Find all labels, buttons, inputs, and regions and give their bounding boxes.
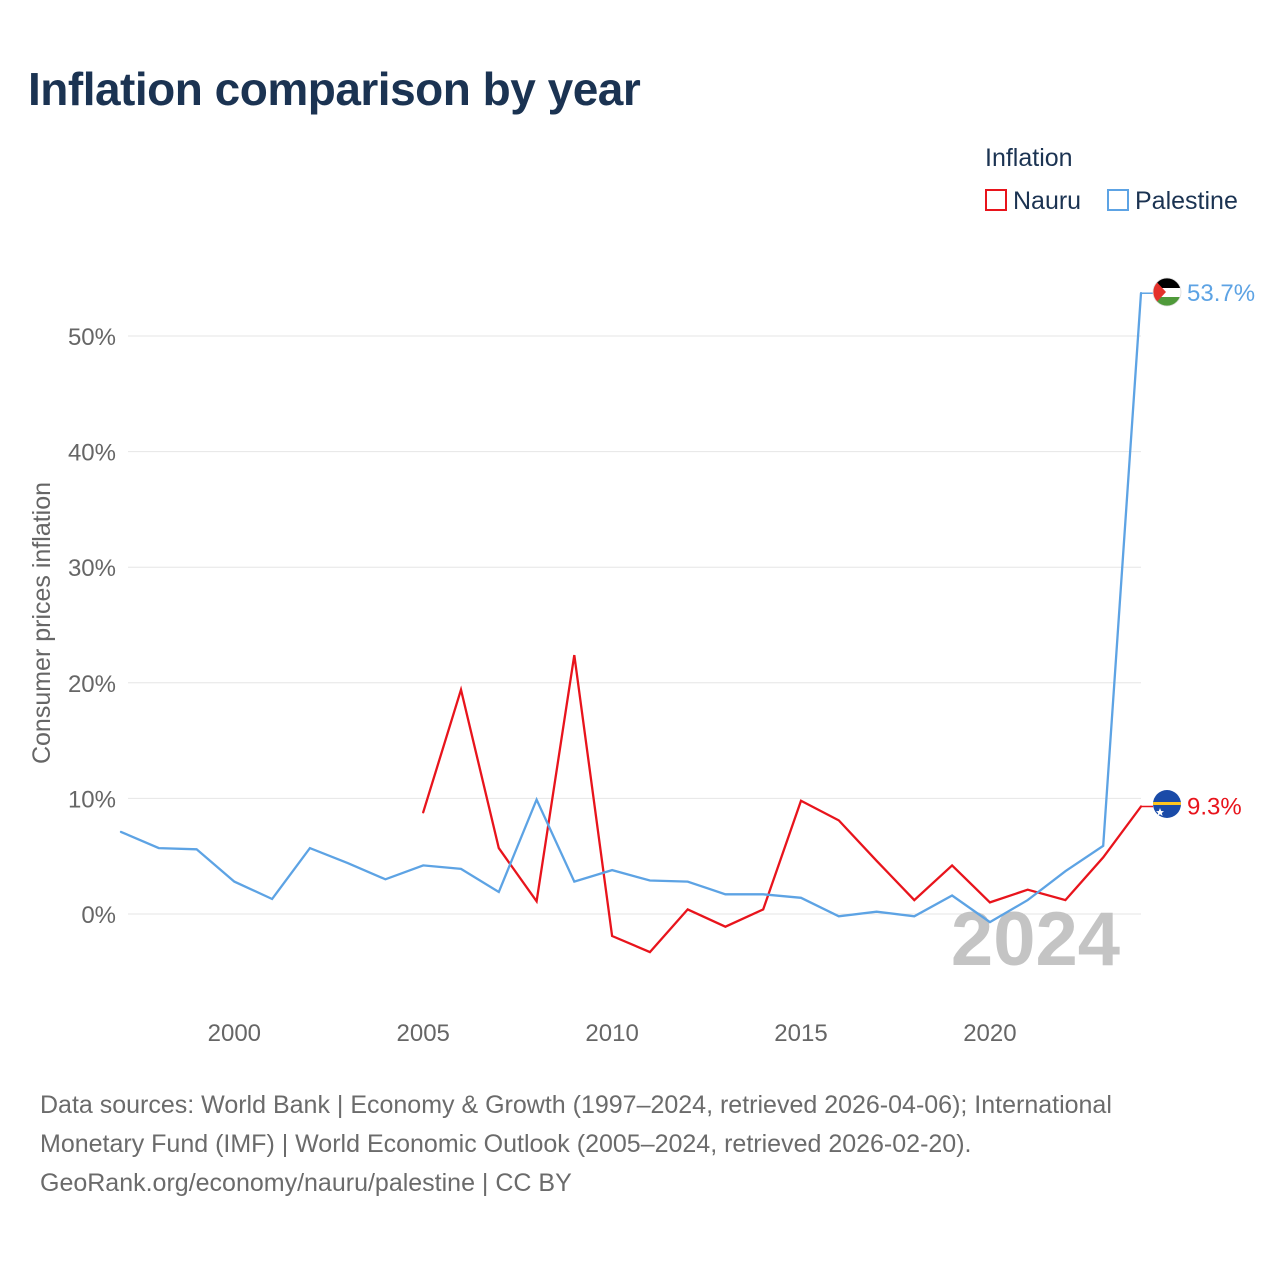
- legend-label-palestine: Palestine: [1135, 187, 1238, 215]
- data-point-palestine[interactable]: [345, 860, 351, 866]
- data-point-palestine[interactable]: [647, 878, 653, 884]
- legend-label-nauru: Nauru: [1013, 187, 1082, 215]
- series-line-nauru[interactable]: [422, 654, 1143, 954]
- data-point-nauru[interactable]: [1025, 887, 1031, 893]
- data-point-nauru[interactable]: [458, 687, 464, 693]
- series: 9.3% 53.7%: [118, 280, 1255, 955]
- data-point-palestine[interactable]: [836, 913, 842, 919]
- data-point-palestine[interactable]: [156, 845, 162, 851]
- year-watermark: 2024: [951, 897, 1120, 982]
- y-tick-label: 50%: [68, 324, 116, 351]
- data-point-palestine[interactable]: [874, 909, 880, 915]
- legend-swatch-nauru: [985, 189, 1007, 212]
- data-point-nauru[interactable]: [496, 845, 502, 851]
- palestine-flag-icon: [1152, 277, 1182, 307]
- data-sources: Data sources: World Bank | Economy & Gro…: [40, 1086, 1240, 1203]
- data-point-nauru[interactable]: [571, 652, 577, 658]
- data-point-palestine[interactable]: [382, 876, 388, 882]
- nauru-flag-icon: [1153, 790, 1181, 818]
- y-tick-label: 0%: [81, 902, 116, 929]
- series-line-palestine[interactable]: [119, 292, 1143, 924]
- x-axis-ticks: 2000 2005 2010 2015 2020: [208, 1020, 1017, 1047]
- data-point-palestine[interactable]: [722, 891, 728, 897]
- data-point-palestine[interactable]: [118, 829, 124, 835]
- data-point-palestine[interactable]: [987, 919, 993, 925]
- data-point-nauru[interactable]: [722, 924, 728, 930]
- data-point-nauru[interactable]: [836, 817, 842, 823]
- data-point-nauru[interactable]: [534, 898, 540, 904]
- data-point-palestine[interactable]: [760, 891, 766, 897]
- data-point-nauru[interactable]: [911, 897, 917, 903]
- data-point-nauru[interactable]: [647, 949, 653, 955]
- x-tick-label: 2015: [774, 1020, 827, 1047]
- data-point-palestine[interactable]: [911, 913, 917, 919]
- data-point-palestine[interactable]: [420, 862, 426, 868]
- data-point-palestine[interactable]: [269, 896, 275, 902]
- line-chart: 0% 10% 20% 30% 40% 50% 2000 2005 2010 2015 2020 C…: [28, 277, 1255, 1047]
- legend-item-nauru[interactable]: Nauru: [985, 186, 1081, 216]
- legend-item-palestine[interactable]: Palestine: [1107, 186, 1238, 216]
- data-point-palestine[interactable]: [307, 845, 313, 851]
- end-value-label-palestine: 53.7%: [1187, 280, 1255, 307]
- data-point-palestine[interactable]: [496, 889, 502, 895]
- grid: [128, 335, 1141, 915]
- data-point-nauru[interactable]: [609, 933, 615, 939]
- data-point-palestine[interactable]: [1025, 897, 1031, 903]
- data-point-nauru[interactable]: [760, 906, 766, 912]
- data-point-palestine[interactable]: [534, 797, 540, 803]
- y-tick-label: 10%: [68, 786, 116, 813]
- data-point-nauru[interactable]: [949, 862, 955, 868]
- data-point-palestine[interactable]: [609, 867, 615, 873]
- data-point-nauru[interactable]: [420, 809, 426, 815]
- end-value-label-nauru: 9.3%: [1187, 793, 1242, 820]
- data-point-palestine[interactable]: [571, 879, 577, 885]
- x-tick-label: 2020: [963, 1020, 1016, 1047]
- data-point-nauru[interactable]: [874, 858, 880, 864]
- x-tick-label: 2010: [585, 1020, 638, 1047]
- sources-line-1: Data sources: World Bank | Economy & Gro…: [40, 1091, 1112, 1119]
- data-point-palestine[interactable]: [685, 879, 691, 885]
- data-point-nauru[interactable]: [1062, 897, 1068, 903]
- data-point-palestine[interactable]: [458, 866, 464, 872]
- y-tick-label: 40%: [68, 440, 116, 467]
- sources-line-2: Monetary Fund (IMF) | World Economic Out…: [40, 1130, 972, 1158]
- data-point-palestine[interactable]: [949, 893, 955, 899]
- page-title: Inflation comparison by year: [28, 63, 641, 115]
- data-point-nauru[interactable]: [685, 906, 691, 912]
- y-tick-label: 20%: [68, 671, 116, 698]
- data-point-palestine[interactable]: [231, 879, 237, 885]
- data-point-palestine[interactable]: [1100, 843, 1106, 849]
- x-tick-label: 2005: [397, 1020, 450, 1047]
- y-axis-ticks: 0% 10% 20% 30% 40% 50%: [68, 324, 116, 929]
- sources-line-3: GeoRank.org/economy/nauru/palestine | CC…: [40, 1169, 572, 1197]
- y-tick-label: 30%: [68, 555, 116, 582]
- legend-swatch-palestine: [1107, 189, 1129, 212]
- data-point-nauru[interactable]: [987, 899, 993, 905]
- data-point-nauru[interactable]: [1100, 854, 1106, 860]
- y-axis-label: Consumer prices inflation: [28, 482, 56, 764]
- data-point-nauru[interactable]: [798, 798, 804, 804]
- x-tick-label: 2000: [208, 1020, 261, 1047]
- data-point-palestine[interactable]: [798, 895, 804, 901]
- data-point-palestine[interactable]: [194, 846, 200, 852]
- legend-title: Inflation: [985, 144, 1073, 172]
- data-point-palestine[interactable]: [1062, 868, 1068, 874]
